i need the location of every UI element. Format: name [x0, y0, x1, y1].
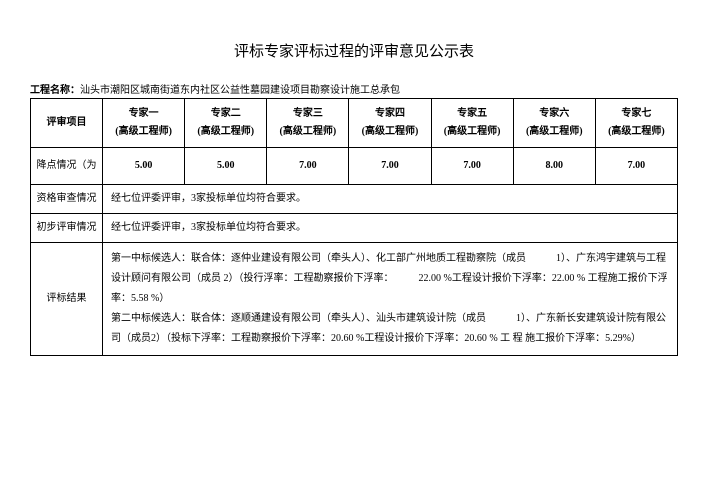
score-1: 5.00	[103, 148, 185, 185]
page-title: 评标专家评标过程的评审意见公示表	[30, 40, 678, 61]
header-expert-4: 专家四(高级工程师)	[349, 99, 431, 148]
header-expert-3: 专家三(高级工程师)	[267, 99, 349, 148]
score-4: 7.00	[349, 148, 431, 185]
score-6: 8.00	[513, 148, 595, 185]
project-label: 工程名称：	[30, 85, 80, 96]
project-name-line: 工程名称：汕头市潮阳区城南街道东内社区公益性墓园建设项目勘察设计施工总承包	[30, 81, 678, 96]
header-expert-7: 专家七(高级工程师)	[595, 99, 677, 148]
score-5: 7.00	[431, 148, 513, 185]
header-row: 评审项目 专家一(高级工程师) 专家二(高级工程师) 专家三(高级工程师) 专家…	[31, 99, 678, 148]
score-7: 7.00	[595, 148, 677, 185]
header-expert-1: 专家一(高级工程师)	[103, 99, 185, 148]
header-expert-2: 专家二(高级工程师)	[185, 99, 267, 148]
result-row: 评标结果 第一中标候选人：联合体：逐仲业建设有限公司（牵头人）、化工部广州地质工…	[31, 243, 678, 356]
score-2: 5.00	[185, 148, 267, 185]
score-row: 降点情况（为 5.00 5.00 7.00 7.00 7.00 8.00 7.0…	[31, 148, 678, 185]
header-review-item: 评审项目	[31, 99, 103, 148]
preliminary-text: 经七位评委评审，3家投标单位均符合要求。	[103, 214, 678, 243]
score-label: 降点情况（为	[31, 148, 103, 185]
result-label: 评标结果	[31, 243, 103, 356]
review-table: 评审项目 专家一(高级工程师) 专家二(高级工程师) 专家三(高级工程师) 专家…	[30, 98, 678, 356]
qualification-row: 资格审查情况 经七位评委评审，3家投标单位均符合要求。	[31, 185, 678, 214]
qualification-text: 经七位评委评审，3家投标单位均符合要求。	[103, 185, 678, 214]
preliminary-label: 初步评审情况	[31, 214, 103, 243]
preliminary-row: 初步评审情况 经七位评委评审，3家投标单位均符合要求。	[31, 214, 678, 243]
header-expert-6: 专家六(高级工程师)	[513, 99, 595, 148]
score-3: 7.00	[267, 148, 349, 185]
qualification-label: 资格审查情况	[31, 185, 103, 214]
result-text: 第一中标候选人：联合体：逐仲业建设有限公司（牵头人）、化工部广州地质工程勘察院（…	[103, 243, 678, 356]
project-name: 汕头市潮阳区城南街道东内社区公益性墓园建设项目勘察设计施工总承包	[80, 85, 400, 96]
header-expert-5: 专家五(高级工程师)	[431, 99, 513, 148]
